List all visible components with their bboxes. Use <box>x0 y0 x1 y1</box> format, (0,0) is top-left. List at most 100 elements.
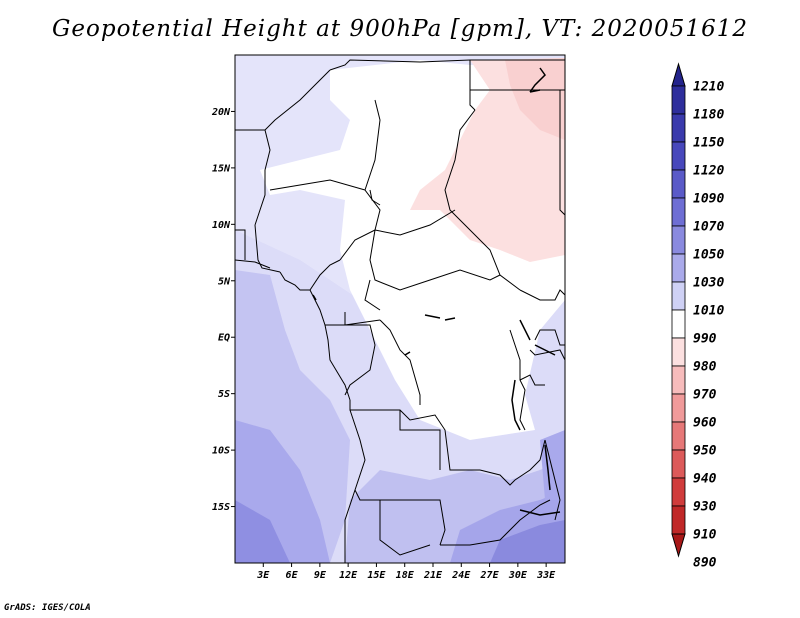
map-frame <box>234 54 566 564</box>
lake-nasser <box>529 67 546 93</box>
lon-tick-label: 33E <box>536 570 556 581</box>
legend-level-label: 1210 <box>693 80 724 95</box>
legend-level-label: 890 <box>693 556 717 571</box>
lon-tick-label: 15E <box>367 570 386 581</box>
legend-swatch <box>671 365 686 395</box>
legend-swatch <box>671 449 686 479</box>
map-title: Geopotential Height at 900hPa [gpm], VT:… <box>52 16 748 42</box>
lake-malawi <box>544 444 551 491</box>
legend-swatch <box>671 113 686 143</box>
legend-swatch <box>671 197 686 227</box>
border-ghana-togo <box>235 229 246 260</box>
lat-tick-label: 10N <box>212 220 231 231</box>
legend-level-label: 980 <box>693 360 717 375</box>
river-congo <box>404 314 456 356</box>
legend-level-label: 1010 <box>693 304 724 319</box>
legend-level-label: 960 <box>693 416 717 431</box>
field-1090-south <box>490 520 565 563</box>
height-field <box>235 55 565 563</box>
lake-albert <box>519 319 531 341</box>
lon-tick-label: 3E <box>256 570 270 581</box>
border-nigeria-niger <box>269 179 366 191</box>
legend-swatch <box>671 477 686 507</box>
lon-tick-label: 30E <box>508 570 528 581</box>
colorbar-legend: 1210 1180 1150 1120 1090 1070 1050 1030 1010 990 9… <box>671 62 724 571</box>
border-rwanda <box>519 374 545 386</box>
border-zambia <box>479 439 546 486</box>
legend-swatch <box>671 281 686 311</box>
legend-swatch <box>671 393 686 423</box>
border-namibia <box>379 500 431 556</box>
grads-credit: GrADS: IGES/COLA <box>4 603 91 613</box>
legend-level-label: 1180 <box>693 108 724 123</box>
legend-swatch <box>671 337 686 367</box>
border-north <box>329 59 471 71</box>
coast-west-africa <box>235 259 271 269</box>
border-sudan-south <box>519 289 565 301</box>
border-uganda <box>534 329 565 346</box>
legend-arrow-top <box>671 62 686 87</box>
lon-tick-label: 18E <box>396 570 415 581</box>
border-angola-namibia <box>354 489 446 546</box>
legend-level-label: 910 <box>693 528 717 543</box>
lon-ticks: 3E 6E 9E 12E 15E 18E 21E 24E 27E 30E 33E <box>256 563 556 581</box>
legend-level-label: 1050 <box>693 248 724 263</box>
border-angola-inner <box>399 410 441 470</box>
legend-level-label: 1070 <box>693 220 724 235</box>
lat-tick-label: 15S <box>212 502 230 513</box>
lat-tick-label: 10S <box>212 446 230 457</box>
lat-tick-label: 20N <box>211 107 231 118</box>
border-chad-car <box>374 209 456 236</box>
lake-victoria <box>534 344 556 356</box>
lat-tick-label: EQ <box>218 333 230 344</box>
border-malawi <box>544 439 561 521</box>
lon-tick-label: 21E <box>423 570 443 581</box>
legend-swatch <box>671 505 686 535</box>
border-uganda-south <box>529 349 565 361</box>
lat-tick-label: 15N <box>212 163 231 174</box>
legend-swatch <box>671 169 686 199</box>
legend-level-label: 990 <box>693 332 717 347</box>
lat-tick-label: 5S <box>218 389 230 400</box>
legend-swatch <box>671 225 686 255</box>
legend-arrow-bottom <box>671 533 686 558</box>
field-1090-west <box>235 500 290 563</box>
country-borders <box>235 59 565 563</box>
legend-swatch <box>671 309 686 339</box>
legend-level-label: 1150 <box>693 136 724 151</box>
border-niger-north <box>235 69 331 131</box>
border-cam-car <box>364 279 381 311</box>
legend-swatch <box>671 421 686 451</box>
border-sudan-east <box>559 90 565 216</box>
coast-gabon <box>324 324 351 401</box>
lon-tick-label: 27E <box>480 570 500 581</box>
legend-swatch <box>671 85 686 115</box>
lon-tick-label: 6E <box>286 570 299 581</box>
legend-level-label: 1090 <box>693 192 724 207</box>
lake-kariba <box>519 509 561 516</box>
lat-tick-label: 5N <box>218 276 231 287</box>
legend-level-label: 950 <box>693 444 717 459</box>
border-gabon-congo <box>344 312 376 396</box>
lake-tanganyika <box>511 379 521 431</box>
border-angola-drc <box>349 400 480 471</box>
legend-level-label: 1030 <box>693 276 724 291</box>
border-chad-sudan <box>444 109 521 291</box>
legend-swatch <box>671 253 686 283</box>
legend-level-label: 970 <box>693 388 717 403</box>
legend-level-label: 930 <box>693 500 717 515</box>
bioko-island <box>312 294 317 301</box>
lake-chad <box>369 189 381 206</box>
lon-tick-label: 12E <box>339 570 358 581</box>
legend-level-label: 940 <box>693 472 717 487</box>
legend-swatch <box>671 141 686 171</box>
lat-ticks: 20N 15N 10N 5N EQ 5S 10S 15S <box>211 107 235 513</box>
border-benin <box>254 129 271 226</box>
border-car <box>369 229 501 291</box>
border-nigeria-cam <box>279 259 341 291</box>
border-libya-sudan <box>469 60 476 111</box>
lon-tick-label: 24E <box>451 570 471 581</box>
lon-tick-label: 9E <box>314 570 327 581</box>
field-975 <box>505 58 565 140</box>
